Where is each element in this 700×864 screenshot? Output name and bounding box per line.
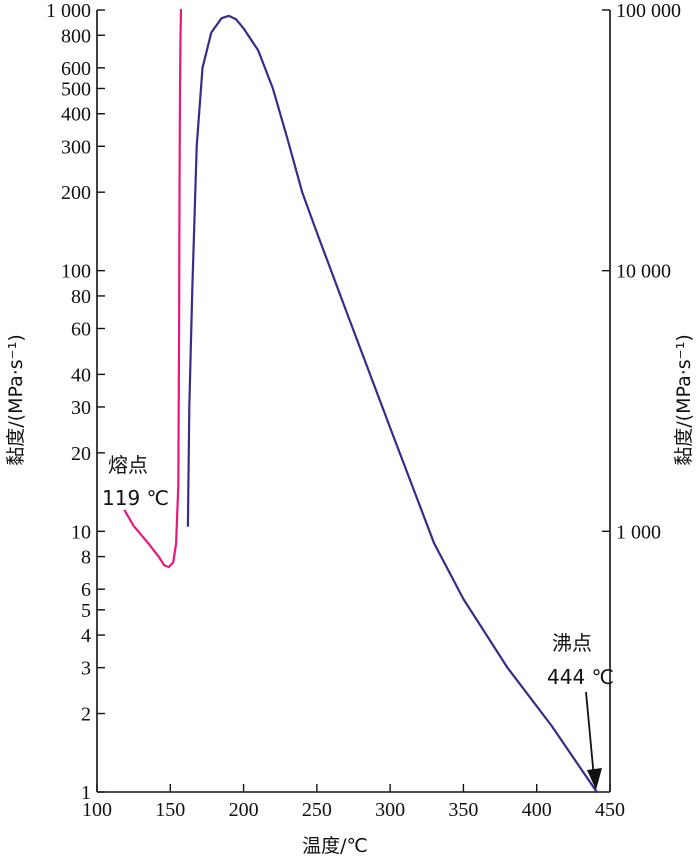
y-left-tick-label: 3 xyxy=(81,658,91,680)
y-axis-right-title: 黏度/(MPa·s⁻¹) xyxy=(673,334,695,465)
y-left-tick-label: 6 xyxy=(81,579,91,601)
y-left-tick-label: 10 xyxy=(71,521,91,543)
y-left-tick-label: 200 xyxy=(61,182,91,204)
y-left-tick-label: 500 xyxy=(61,78,91,100)
y-left-tick-label: 400 xyxy=(61,104,91,126)
series-layer xyxy=(123,8,598,794)
x-tick-label: 150 xyxy=(155,799,185,821)
tick-layer: 100 150 200 250 300 350 400 450 1 2 3 4 56 8 10 20 30 40 6… xyxy=(46,0,681,821)
melting-point-label: 熔点 xyxy=(108,453,148,477)
series-line-2 xyxy=(186,14,598,794)
y-left-tick-label: 5 xyxy=(81,600,91,622)
y-right-tick-label: 100 000 xyxy=(616,0,681,22)
y-left-tick-label: 100 xyxy=(61,261,91,283)
x-tick-label: 250 xyxy=(302,799,332,821)
y-left-tick-label: 60 xyxy=(71,318,91,340)
y-right-tick-label: 10 000 xyxy=(616,261,671,283)
x-tick-label: 300 xyxy=(375,799,405,821)
x-tick-label: 200 xyxy=(229,799,259,821)
y-left-tick-label: 8 xyxy=(81,547,91,569)
y-left-tick-label: 40 xyxy=(71,364,91,386)
x-tick-label: 350 xyxy=(448,799,478,821)
y-left-tick-label: 80 xyxy=(71,286,91,308)
y-left-tick-label: 300 xyxy=(61,136,91,158)
y-left-tick-label: 800 xyxy=(61,25,91,47)
melting-point-annotation: 熔点 119 ℃ xyxy=(102,453,169,510)
y-right-tick-label: 1 000 xyxy=(616,521,661,543)
series-line-1 xyxy=(123,8,183,569)
y-left-tick-label: 20 xyxy=(71,443,91,465)
x-tick-label: 100 xyxy=(82,799,112,821)
y-axis-left-title: 黏度/(MPa·s⁻¹) xyxy=(5,334,27,465)
y-left-tick-label: 1 000 xyxy=(46,0,91,22)
y-left-tick-label: 600 xyxy=(61,58,91,80)
x-tick-label: 450 xyxy=(595,799,625,821)
y-left-tick-label: 30 xyxy=(71,397,91,419)
chart-axes xyxy=(96,10,611,793)
x-axis-title: 温度/℃ xyxy=(302,835,368,857)
boiling-point-value: 444 ℃ xyxy=(547,665,614,689)
boiling-point-arrowhead xyxy=(587,768,602,790)
y-left-tick-label: 1 xyxy=(81,782,91,804)
melting-point-value: 119 ℃ xyxy=(102,486,169,510)
boiling-point-annotation: 沸点 444 ℃ xyxy=(547,631,614,790)
x-tick-label: 400 xyxy=(522,799,552,821)
y-left-tick-label: 2 xyxy=(81,704,91,726)
y-left-tick-label: 4 xyxy=(81,625,91,647)
boiling-point-label: 沸点 xyxy=(552,631,592,655)
boiling-point-arrow xyxy=(585,691,595,779)
